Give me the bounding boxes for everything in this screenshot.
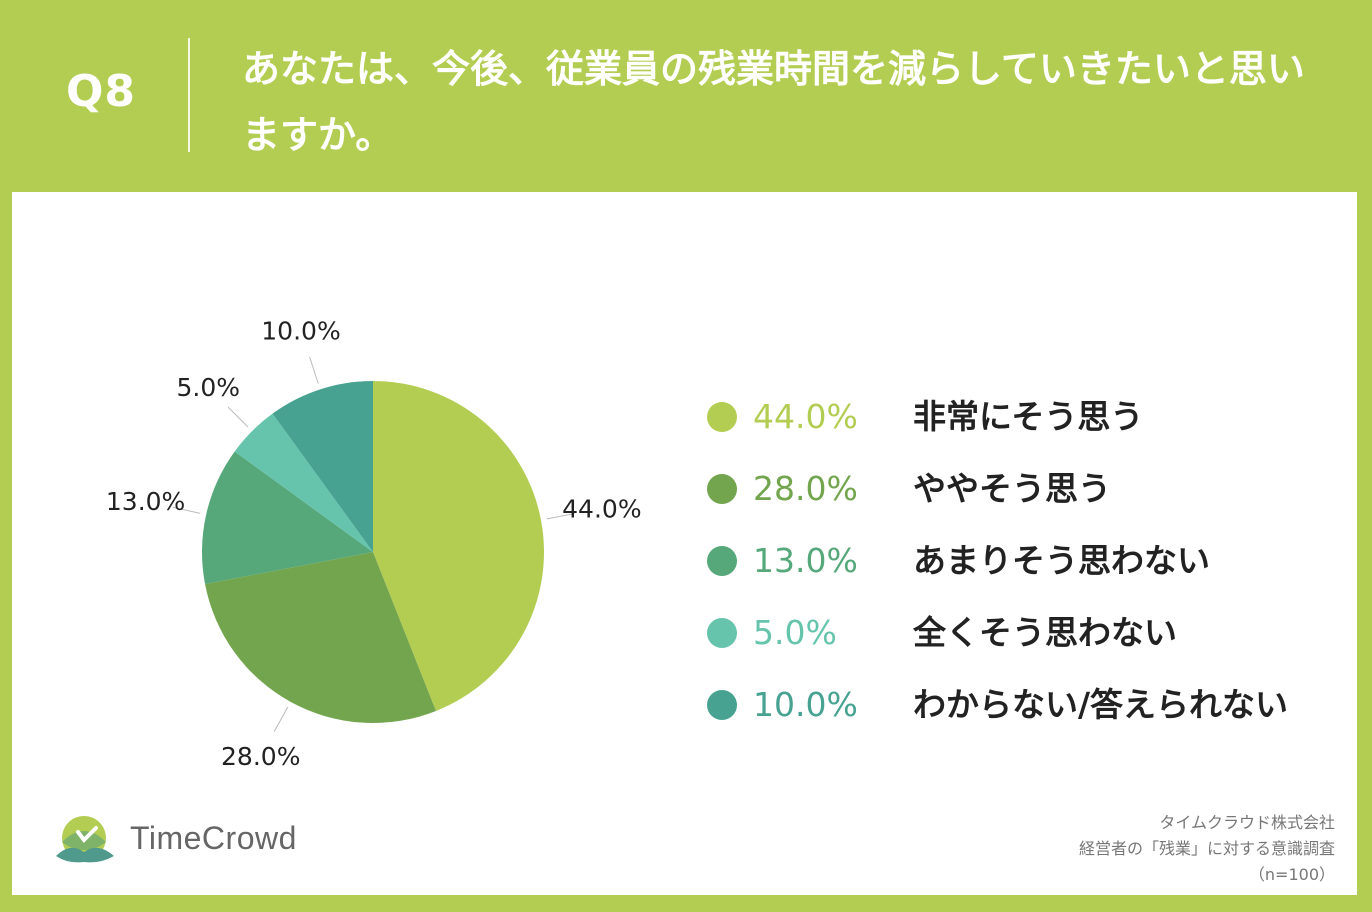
legend-percent: 10.0% [753,685,858,724]
legend-item: 44.0% 非常にそう思う [707,396,1347,468]
pie-slice [202,451,373,585]
pie-slice [234,413,373,552]
pie-slice [272,381,373,552]
legend-percent: 44.0% [753,397,858,436]
source-note: タイムクラウド株式会社 経営者の「残業」に対する意識調査 （n=100） [1079,810,1335,888]
timecrowd-logo: TimeCrowd [50,812,360,872]
pie-slice [373,381,544,711]
legend-percent: 28.0% [753,469,858,508]
legend-dot [707,402,737,432]
legend-dot [707,474,737,504]
legend-label: あまりそう思わない [913,541,1210,580]
header-divider [188,38,190,152]
slice-label-44: 44.0% [562,494,641,523]
legend: 44.0% 非常にそう思う 28.0% ややそう思う 13.0% あまりそう思わ… [707,396,1347,756]
legend-label: 非常にそう思う [913,397,1144,436]
question-number: Q8 [66,66,137,117]
slice-label-10: 10.0% [261,316,340,345]
legend-percent: 13.0% [753,541,858,580]
slice-label-28: 28.0% [221,742,300,771]
legend-item: 28.0% ややそう思う [707,468,1347,540]
legend-percent: 5.0% [753,613,837,652]
leader-line [309,356,319,384]
chart-panel: 44.0% 28.0% 13.0% 5.0% 10.0% 44.0% 非常にそう思う 2… [12,192,1357,895]
leader-line [273,706,289,732]
leader-line [546,513,575,520]
legend-dot [707,618,737,648]
legend-dot [707,546,737,576]
question-text: あなたは、今後、従業員の残業時間を減らしていきたいと思いますか。 [242,47,1305,157]
leader-line [172,506,201,514]
slice-label-13: 13.0% [106,487,185,516]
source-survey: 経営者の「残業」に対する意識調査 [1078,839,1335,858]
pie-slice [205,552,436,723]
timecrowd-logo-icon [56,816,114,863]
legend-label: ややそう思う [913,469,1111,508]
source-company: タイムクラウド株式会社 [1159,813,1335,832]
source-sample: （n=100） [1248,865,1335,884]
leader-line [227,406,249,428]
legend-item: 13.0% あまりそう思わない [707,540,1347,612]
logo-text: TimeCrowd [130,820,297,856]
legend-item: 10.0% わからない/答えられない [707,684,1347,756]
header: Q8 あなたは、今後、従業員の残業時間を減らしていきたいと思いますか。 [0,0,1372,190]
legend-label: 全くそう思わない [913,613,1177,652]
pie-chart: 44.0% 28.0% 13.0% 5.0% 10.0% [106,316,642,771]
legend-dot [707,690,737,720]
slice-label-5: 5.0% [176,373,240,402]
legend-label: わからない/答えられない [913,685,1289,724]
legend-item: 5.0% 全くそう思わない [707,612,1347,684]
